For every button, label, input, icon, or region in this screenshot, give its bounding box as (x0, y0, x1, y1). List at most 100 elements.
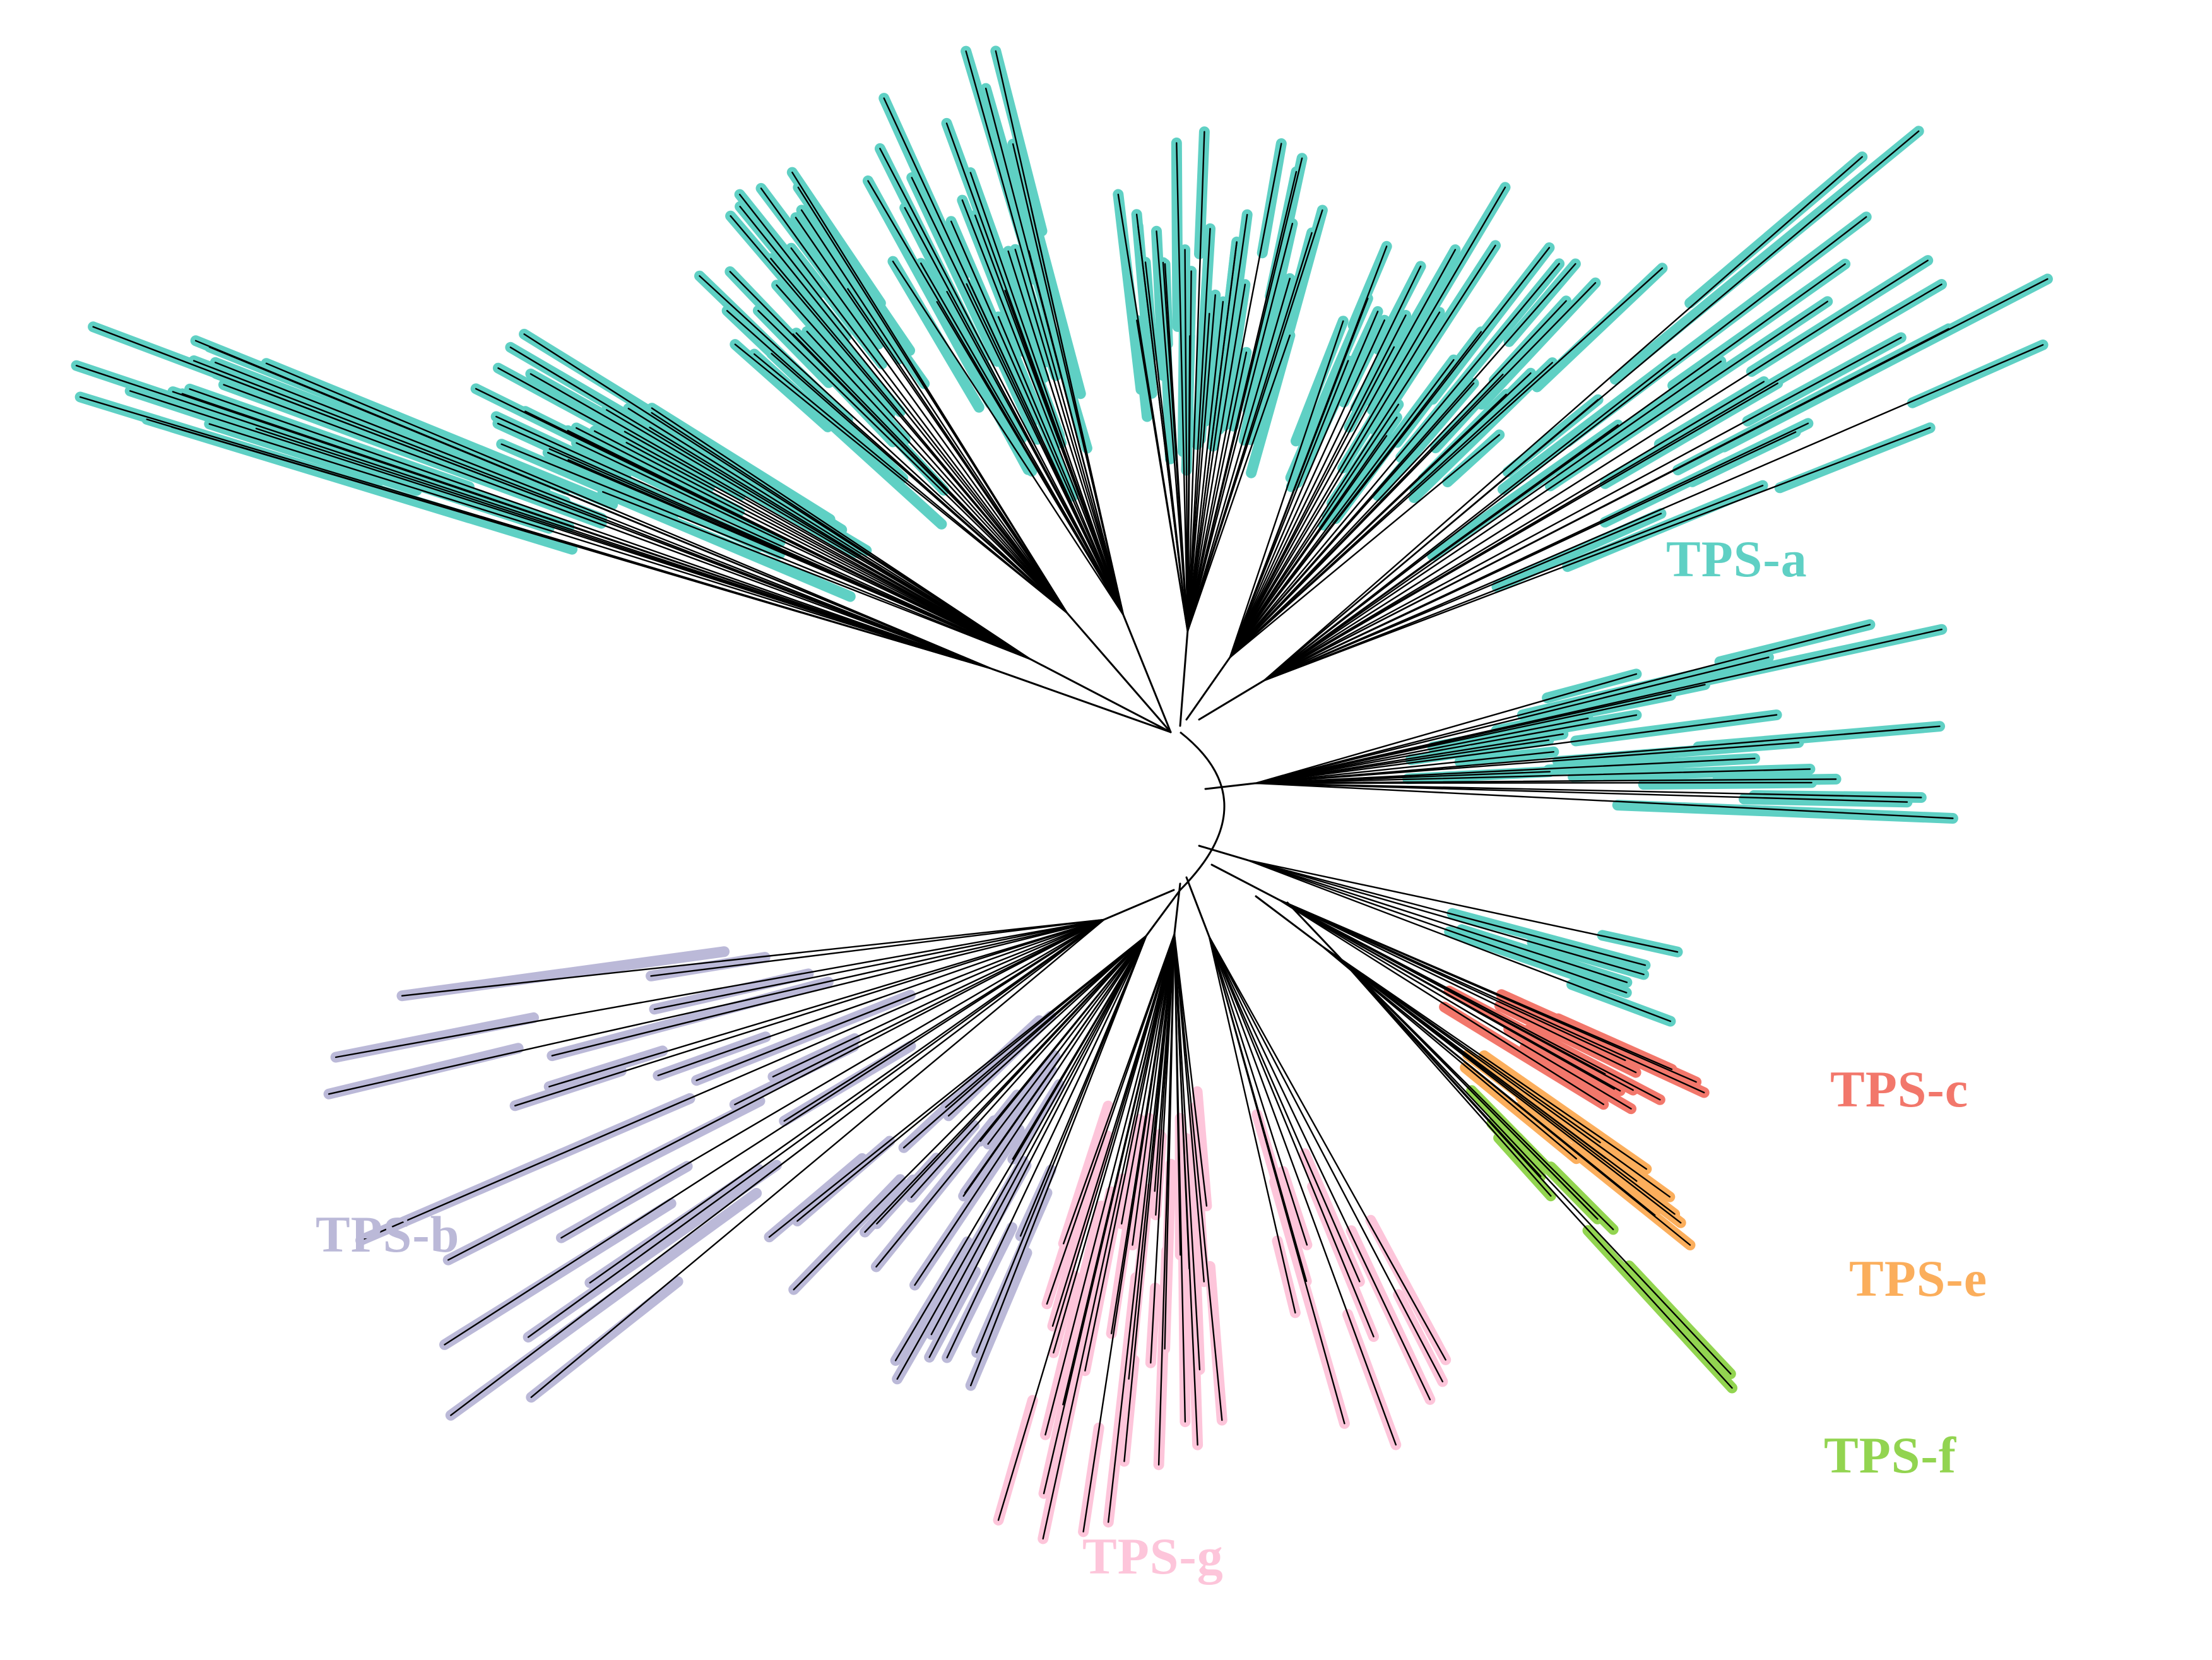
branch-a (1263, 360, 1722, 682)
branch-f-stem-11 (1286, 901, 1341, 959)
branch-a (946, 290, 1125, 616)
leaf-highlight-a (887, 256, 985, 413)
branch-a (1246, 859, 1628, 993)
branch-b (796, 935, 1147, 1222)
branch-a (1246, 859, 1628, 983)
branch-a (753, 353, 1068, 614)
branch-a (791, 171, 1068, 614)
branch-a-stem-8 (1198, 845, 1249, 862)
branch-b (401, 918, 1105, 997)
branch-a (920, 262, 1125, 616)
branch-b (560, 918, 1105, 1239)
branch-a (1229, 249, 1457, 658)
branch-b (1019, 935, 1147, 1237)
clade-label-tps-b: TPS-b (316, 1206, 460, 1263)
branch-a (1263, 399, 1599, 682)
branch-a (1229, 297, 1369, 658)
branch-a (997, 316, 1125, 616)
branch-b-stem-14 (1145, 889, 1181, 937)
branch-a (208, 423, 993, 670)
leaf-highlight-a (990, 45, 1048, 237)
branch-g (1208, 935, 1361, 1283)
branch-a (1186, 294, 1216, 632)
leaf-highlight-a (786, 167, 886, 309)
branch-a (1229, 360, 1349, 658)
branch-a (1186, 223, 1294, 632)
branch-a (1136, 319, 1189, 632)
branch-g (1173, 933, 1201, 1371)
branch-a (1186, 283, 1246, 632)
branch-a (1007, 250, 1125, 616)
branch-c (1278, 899, 1697, 1083)
branch-a (1255, 694, 1672, 785)
branch-a (529, 373, 1032, 660)
branch-g (1208, 935, 1375, 1337)
branch-b (657, 918, 1105, 1077)
branch-e (1320, 944, 1691, 1246)
leaf-highlight-b (526, 1276, 683, 1403)
branch-a (1263, 431, 1797, 682)
branch-g (1173, 933, 1223, 1421)
branch-f (1339, 956, 1733, 1389)
branch-a (1186, 209, 1323, 632)
leaf-highlight-a (748, 348, 947, 530)
branch-g (997, 933, 1176, 1521)
branch-a (1229, 311, 1441, 658)
branch-g (1173, 933, 1205, 1283)
branch-e (1320, 944, 1671, 1198)
branch-a (1028, 250, 1125, 616)
branch-b (793, 935, 1147, 1291)
branch-a (1229, 372, 1532, 658)
branch-f (1339, 956, 1732, 1375)
branch-f (1339, 956, 1552, 1197)
branch-b (914, 935, 1147, 1286)
branch-a-stem-1 (1029, 658, 1172, 733)
branch-a (1184, 249, 1189, 632)
branch-a (1229, 247, 1551, 658)
branch-b (650, 918, 1105, 977)
branch-a (92, 326, 993, 670)
branch-a-stem-4 (1179, 631, 1189, 727)
branch-a (497, 367, 1032, 660)
branch-g (1208, 935, 1296, 1314)
branch-a (1255, 782, 1922, 798)
branch-a (760, 187, 1068, 614)
branch-f (1339, 956, 1599, 1220)
branch-a (1186, 335, 1291, 632)
branch-a (1263, 156, 1863, 682)
branch-g (1208, 935, 1308, 1246)
branch-c (1278, 899, 1615, 1090)
branch-a (1255, 673, 1638, 785)
branch-a (1255, 750, 1555, 785)
branch-a (892, 260, 1125, 616)
branch-a (1186, 157, 1303, 632)
branch-a (189, 388, 993, 670)
branch-a (1229, 359, 1455, 658)
branch-a (223, 384, 993, 670)
branch-a (1229, 265, 1422, 658)
branch-a (1263, 328, 1949, 682)
branch-a (576, 427, 1032, 660)
branch-a (1014, 249, 1125, 616)
branch-a (208, 346, 993, 670)
branch-a (1255, 624, 1871, 785)
branch-a (1263, 336, 1902, 682)
branch-a (806, 331, 1068, 614)
branch-a (75, 365, 993, 670)
branch-g (1150, 933, 1176, 1364)
branch-a (800, 209, 1068, 614)
branch-g (1107, 933, 1176, 1523)
branch-b (896, 935, 1147, 1380)
leaf-highlight-b (396, 946, 730, 1002)
branch-b (964, 935, 1147, 1194)
branch-a (567, 430, 1032, 660)
branch-a (1255, 725, 1941, 785)
branch-a (790, 247, 1068, 614)
branch-a (215, 362, 993, 670)
branch-a (1176, 142, 1189, 632)
branch-b (864, 935, 1147, 1233)
branch-g (1062, 933, 1176, 1245)
branch-c (1278, 899, 1632, 1110)
branch-a (1229, 320, 1344, 658)
branch-g (1044, 933, 1176, 1436)
